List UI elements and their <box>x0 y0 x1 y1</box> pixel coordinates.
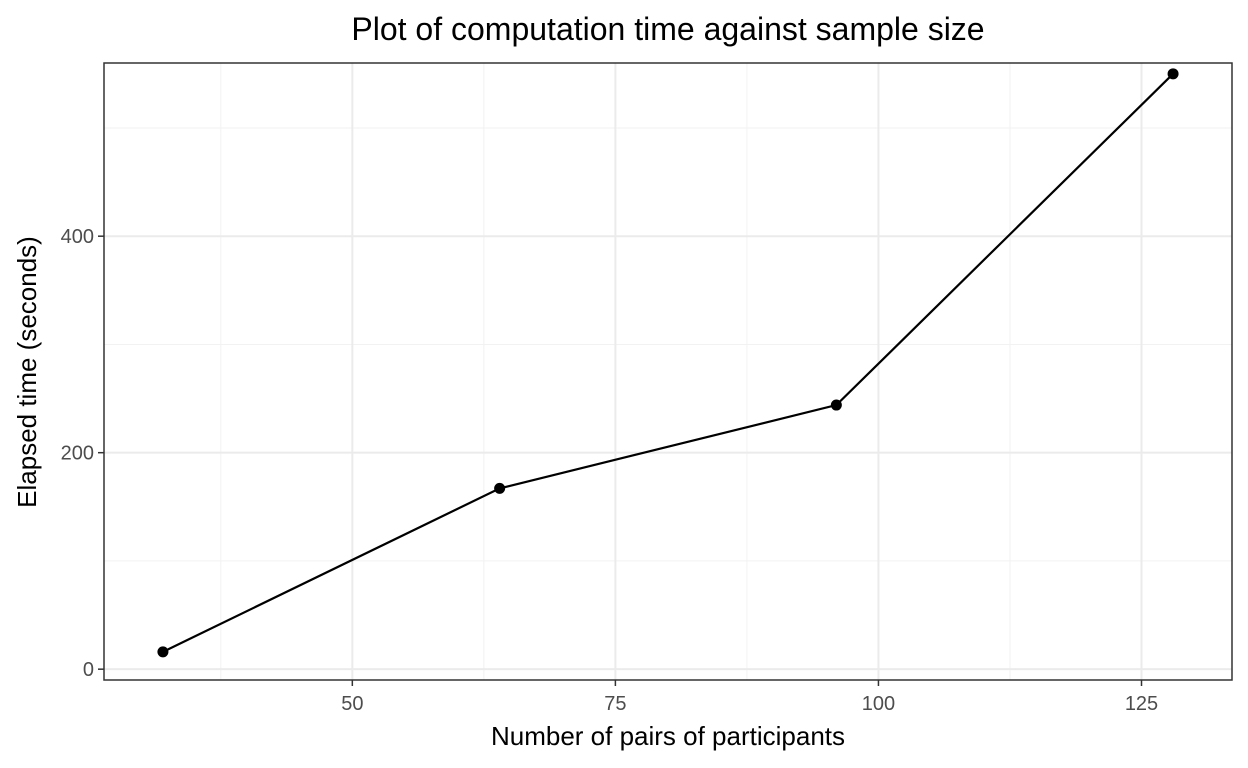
chart-title: Plot of computation time against sample … <box>351 11 984 47</box>
data-point <box>1167 68 1179 80</box>
data-point <box>494 482 506 494</box>
series <box>157 68 1179 658</box>
major-gridlines <box>104 63 1232 680</box>
x-axis-label: Number of pairs of participants <box>491 721 845 751</box>
x-tick-label: 125 <box>1125 693 1158 715</box>
x-tick-label: 50 <box>341 693 363 715</box>
x-tick-label: 100 <box>862 693 895 715</box>
y-tick-label: 400 <box>61 226 94 248</box>
data-point <box>157 646 169 658</box>
data-point <box>830 399 842 411</box>
y-tick-label: 0 <box>83 659 94 681</box>
minor-gridlines <box>104 63 1232 680</box>
series-line <box>162 73 1174 653</box>
y-axis-label: Elapsed time (seconds) <box>12 236 42 508</box>
panel-border <box>103 62 1233 681</box>
axis-ticks: 50 75 100 125 0 200 400 <box>61 226 1159 715</box>
y-tick-label: 200 <box>61 443 94 465</box>
x-tick-label: 75 <box>604 693 626 715</box>
